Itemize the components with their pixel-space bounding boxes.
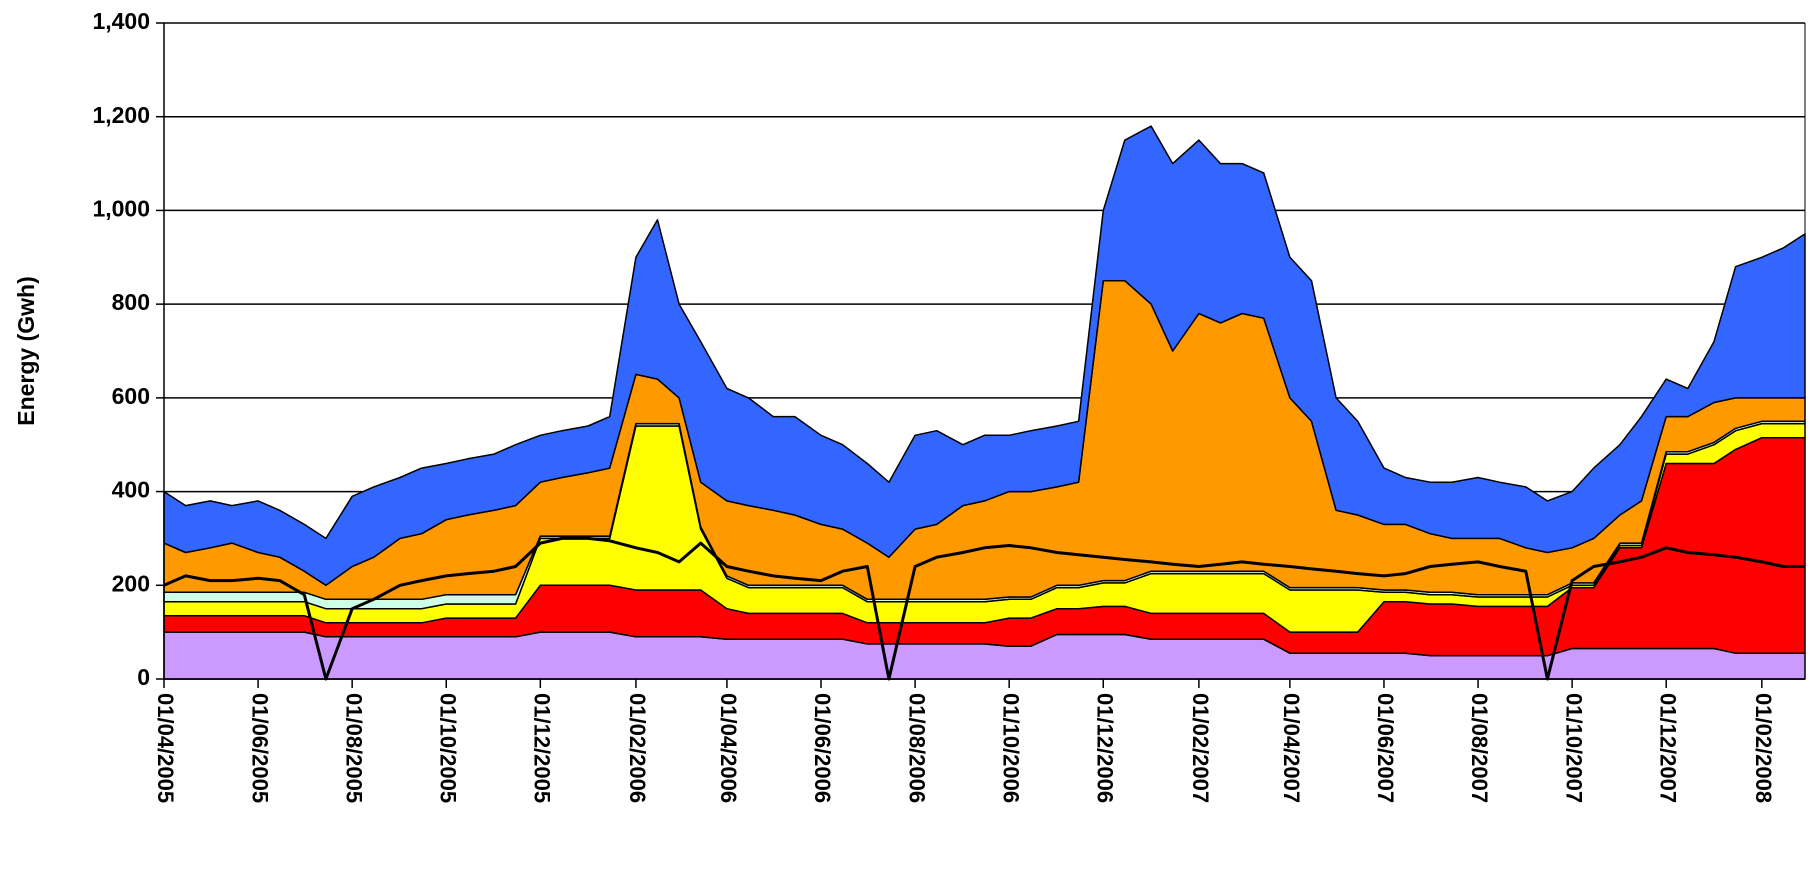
y-tick-label: 600: [112, 383, 150, 409]
x-tick-label: 01/02/2006: [625, 693, 650, 803]
line-series: [163, 536, 1805, 681]
x-tick-label: 01/04/2007: [1279, 693, 1304, 803]
x-tick-label: 01/06/2005: [247, 693, 272, 803]
x-tick-label: 01/08/2007: [1467, 693, 1492, 803]
y-tick-label: 1,400: [92, 8, 150, 34]
x-tick-label: 01/08/2005: [341, 693, 366, 803]
x-tick-label: 01/12/2006: [1092, 693, 1117, 803]
x-tick-label: 01/12/2007: [1655, 693, 1680, 803]
x-tick-label: 01/10/2006: [998, 693, 1023, 803]
x-tick-label: 01/04/2005: [153, 693, 178, 803]
x-tick-label: 01/06/2007: [1373, 693, 1398, 803]
x-tick-label: 01/12/2005: [529, 693, 554, 803]
x-tick-label: 01/04/2006: [716, 693, 741, 803]
x-tick-label: 01/02/2008: [1751, 693, 1776, 803]
y-tick-label: 200: [112, 570, 150, 596]
x-tick-label: 01/10/2005: [435, 693, 460, 803]
x-tick-label: 01/10/2007: [1561, 693, 1586, 803]
y-axis-label: Energy (Gwh): [13, 276, 39, 426]
x-tick-label: 01/08/2006: [904, 693, 929, 803]
y-tick-label: 0: [137, 664, 150, 690]
y-tick-label: 400: [112, 477, 150, 503]
y-tick-label: 800: [112, 289, 150, 315]
x-tick-label: 01/02/2007: [1188, 693, 1213, 803]
y-tick-label: 1,000: [92, 196, 150, 222]
y-tick-label: 1,200: [92, 102, 150, 128]
x-tick-label: 01/06/2006: [810, 693, 835, 803]
